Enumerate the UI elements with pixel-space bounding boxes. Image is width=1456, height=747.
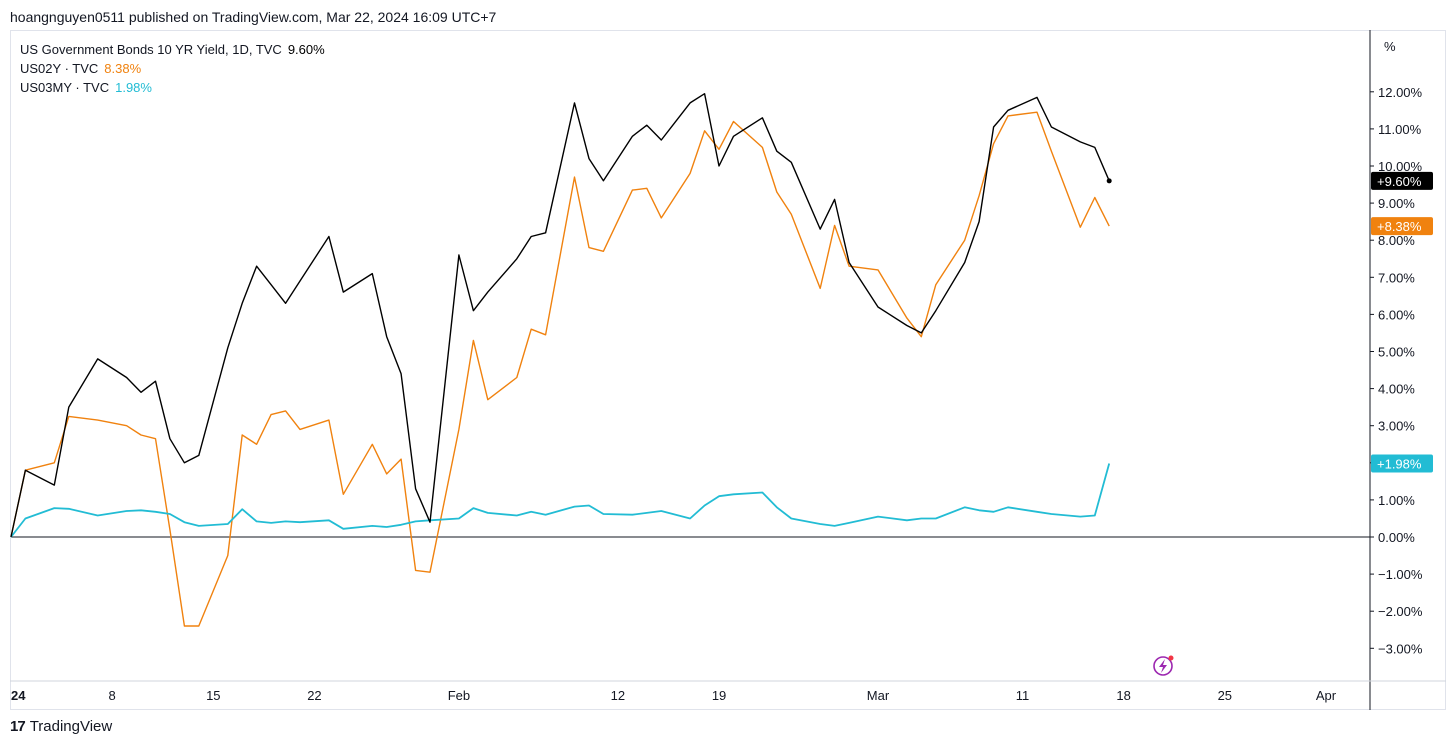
x-tick-label: 22 <box>307 688 321 703</box>
y-tick-label: −1.00% <box>1378 567 1423 582</box>
legend-label: US03MY · TVC <box>20 80 110 95</box>
y-tick-label: −3.00% <box>1378 641 1423 656</box>
x-tick-label: 11 <box>1016 688 1030 703</box>
unit-selector[interactable]: % <box>1384 39 1396 54</box>
tradingview-brand[interactable]: 17 TradingView <box>10 718 112 735</box>
price-badge-label: +9.60% <box>1377 174 1422 189</box>
y-tick-label: 3.00% <box>1378 419 1415 434</box>
series-line[interactable] <box>10 463 1111 538</box>
publish-info: hoangnguyen0511 published on TradingView… <box>10 9 497 25</box>
series-line[interactable] <box>10 111 1110 627</box>
x-tick-label: 24 <box>11 688 26 703</box>
tradingview-logo-icon: 17 <box>10 718 26 735</box>
legend-value: 9.60% <box>287 42 325 57</box>
x-tick-label: 8 <box>109 688 116 703</box>
price-badge-label: +8.38% <box>1377 219 1422 234</box>
legend-label: US02Y · TVC <box>20 61 99 76</box>
legend: US Government Bonds 10 YR Yield, 1D, TVC… <box>20 40 325 97</box>
y-tick-label: −2.00% <box>1378 604 1423 619</box>
price-badge <box>1371 217 1433 236</box>
last-point-dot <box>1106 178 1112 184</box>
lightning-bolt-icon[interactable] <box>1153 655 1174 676</box>
x-tick-label: 18 <box>1116 688 1130 703</box>
brand-text: TradingView <box>29 718 113 735</box>
y-tick-label: 7.00% <box>1378 270 1415 285</box>
chart-frame <box>10 30 1446 710</box>
legend-item-us02y[interactable]: US02Y · TVC 8.38% <box>20 59 325 78</box>
x-tick-label: Apr <box>1316 688 1337 703</box>
price-badge <box>1371 171 1433 190</box>
y-tick-label: 5.00% <box>1378 345 1415 360</box>
legend-label: US Government Bonds 10 YR Yield, 1D, TVC <box>20 42 282 57</box>
x-tick-label: 15 <box>206 688 220 703</box>
price-badge <box>1371 454 1433 473</box>
x-tick-label: 25 <box>1218 688 1232 703</box>
y-tick-label: 0.00% <box>1378 530 1415 545</box>
y-tick-label: 6.00% <box>1378 307 1415 322</box>
x-tick-label: 12 <box>611 688 625 703</box>
y-tick-label: 11.00% <box>1378 122 1422 137</box>
y-tick-label: 4.00% <box>1378 382 1415 397</box>
y-tick-label: 8.00% <box>1378 233 1415 248</box>
legend-item-us03my[interactable]: US03MY · TVC 1.98% <box>20 78 325 97</box>
legend-value: 1.98% <box>115 80 152 95</box>
x-tick-label: 19 <box>712 688 726 703</box>
price-badge-label: +1.98% <box>1377 457 1422 472</box>
y-tick-label: 9.00% <box>1378 196 1415 211</box>
x-tick-label: Mar <box>867 688 890 703</box>
legend-item-us10y[interactable]: US Government Bonds 10 YR Yield, 1D, TVC… <box>20 40 325 59</box>
legend-value: 8.38% <box>104 61 142 76</box>
y-tick-label: 1.00% <box>1378 493 1415 508</box>
x-tick-label: Feb <box>448 688 470 703</box>
series-line[interactable] <box>10 92 1110 538</box>
y-tick-label: 10.00% <box>1378 159 1423 174</box>
y-tick-label: 12.00% <box>1378 85 1423 100</box>
